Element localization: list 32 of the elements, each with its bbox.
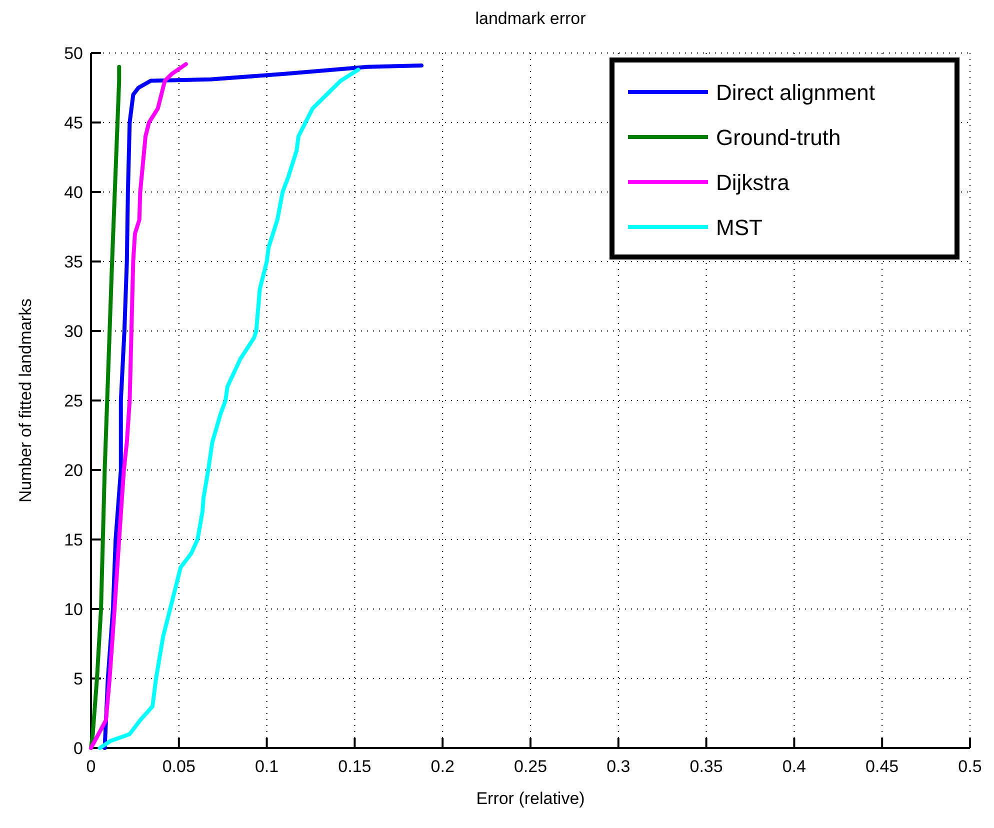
x-tick-label: 0.35 <box>690 757 723 776</box>
y-axis-title: Number of fitted landmarks <box>16 298 35 503</box>
x-tick-label: 0.2 <box>430 757 454 776</box>
y-tick-label: 20 <box>64 461 83 480</box>
y-tick-label: 40 <box>64 183 83 202</box>
x-tick-label: 0.45 <box>866 757 899 776</box>
legend-label: Ground-truth <box>716 125 841 150</box>
x-tick-label: 0.05 <box>162 757 196 776</box>
x-tick-label: 0.4 <box>782 757 806 776</box>
x-tick-label: 0.25 <box>514 757 548 776</box>
y-tick-label: 30 <box>64 322 83 341</box>
y-tick-label: 50 <box>64 44 83 63</box>
legend-label: Direct alignment <box>716 80 875 105</box>
x-tick-label: 0 <box>86 757 96 776</box>
line-series <box>98 68 360 750</box>
legend-label: MST <box>716 215 762 240</box>
x-tick-label: 0.3 <box>606 757 630 776</box>
x-tick-label: 0.5 <box>958 757 982 776</box>
chart-title: landmark error <box>475 9 586 28</box>
x-axis-title: Error (relative) <box>476 789 585 808</box>
y-tick-label: 35 <box>64 252 83 272</box>
y-tick-label: 5 <box>74 670 83 688</box>
legend-label: Dijkstra <box>716 170 790 195</box>
y-tick-label: 15 <box>64 530 83 550</box>
x-tick-label: 0.1 <box>254 757 279 776</box>
y-tick-label: 45 <box>64 114 83 132</box>
x-tick-label: 0.15 <box>338 757 372 776</box>
line-series <box>89 64 122 750</box>
y-tick-label: 0 <box>74 739 83 758</box>
y-tick-label: 25 <box>64 392 83 410</box>
y-tick-label: 10 <box>64 600 83 619</box>
line-series <box>89 62 188 750</box>
